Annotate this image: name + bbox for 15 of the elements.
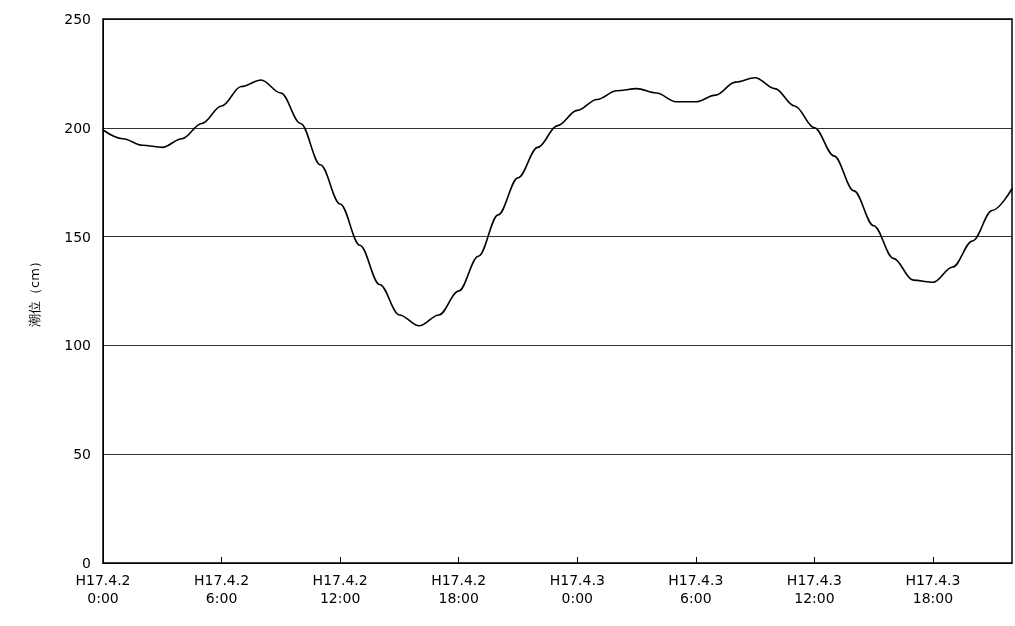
y-tick-label: 200	[64, 119, 91, 136]
y-tick-label: 50	[73, 446, 91, 463]
x-tick-label: H17.4.3 18:00	[905, 572, 961, 606]
x-tick-label: H17.4.2 12:00	[312, 572, 368, 606]
x-tick-label: H17.4.2 6:00	[194, 572, 250, 606]
y-tick-label: 100	[64, 337, 91, 354]
x-tick-label: H17.4.2 18:00	[431, 572, 487, 606]
y-tick-label: 150	[64, 228, 91, 245]
x-tick-label: H17.4.3 6:00	[668, 572, 724, 606]
x-tick-label: H17.4.2 0:00	[75, 572, 131, 606]
y-tick-label: 0	[82, 555, 91, 571]
y-axis-title: 潮位（cm）	[27, 255, 42, 327]
x-tick-label: H17.4.3 0:00	[549, 572, 605, 606]
y-tick-label: 250	[64, 11, 91, 27]
x-tick-label: H17.4.3 12:00	[786, 572, 842, 606]
